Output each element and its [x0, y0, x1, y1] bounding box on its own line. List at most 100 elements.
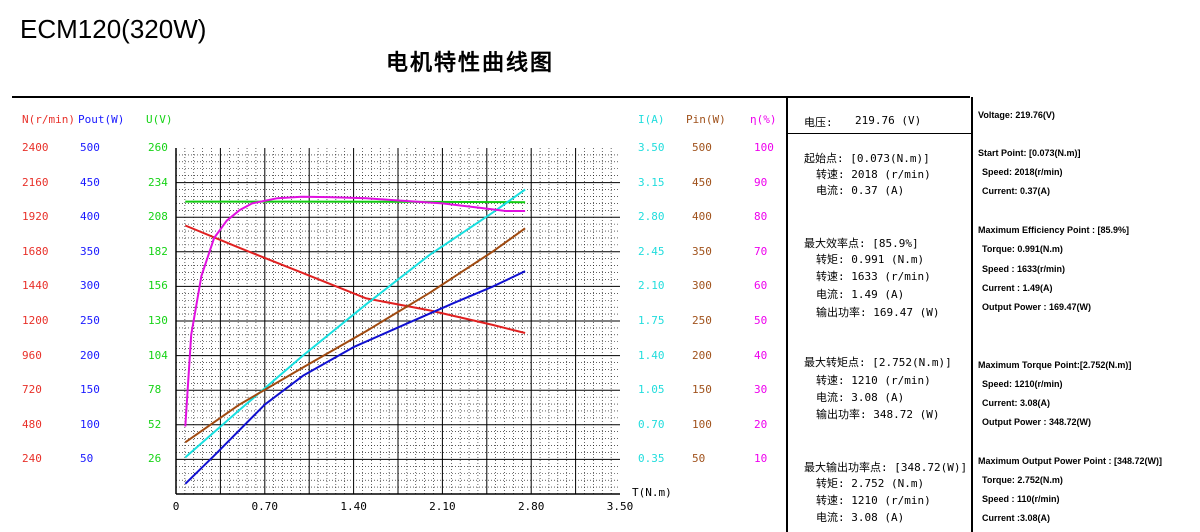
current-tick-label: 2.10	[638, 279, 665, 293]
eff-tick-label: 50	[754, 314, 768, 327]
voltage-tick-label: 182	[148, 244, 168, 258]
series-line-eff	[184, 195, 526, 427]
current-tick-label: 1.05	[638, 383, 665, 397]
max-eff-current: 电流: 1.49 (A)	[816, 288, 905, 301]
voltage-tick-label: 52	[148, 417, 162, 431]
speed-tick-label: 1680	[22, 244, 49, 258]
en-maxpower-title: Maximum Output Power Point : [348.72(W)]	[978, 456, 1163, 466]
eff-tick-label: 20	[754, 417, 768, 431]
eff-tick-label: 60	[754, 279, 768, 293]
max-eff-speed: 转速: 1633 (r/min)	[816, 270, 931, 283]
series-line-current	[184, 188, 526, 459]
x-tick-label: 0	[173, 500, 180, 513]
speed-tick-label: 1920	[22, 210, 49, 224]
start-point-title: 起始点: [0.073(N.m)]	[804, 152, 930, 165]
pin-tick-label: 350	[692, 244, 712, 258]
max-torque-title: 最大转矩点: [2.752(N.m)]	[804, 356, 952, 369]
max-power-current: 电流: 3.08 (A)	[816, 511, 905, 524]
pout-tick-label: 400	[80, 210, 100, 224]
current-axis-label: I(A)	[638, 113, 665, 126]
voltage-divider	[788, 133, 971, 134]
start-point-current: 电流: 0.37 (A)	[816, 184, 905, 197]
voltage-label: 电压:	[804, 116, 833, 129]
pin-tick-label: 400	[692, 210, 712, 224]
panel-divider-left	[786, 97, 788, 532]
pout-tick-label: 450	[80, 175, 100, 189]
pin-tick-label: 450	[692, 175, 712, 189]
current-tick-label: 3.50	[638, 141, 665, 154]
max-eff-torque: 转矩: 0.991 (N.m)	[816, 253, 925, 266]
en-start-speed: Speed: 2018(r/min)	[982, 167, 1063, 177]
speed-tick-label: 960	[22, 348, 42, 362]
eff-tick-label: 80	[754, 210, 768, 224]
en-maxtorque-speed: Speed: 1210(r/min)	[982, 379, 1063, 389]
x-tick-label: 2.80	[518, 500, 545, 513]
voltage-tick-label: 78	[148, 383, 162, 397]
eff-tick-label: 70	[754, 244, 768, 258]
eff-axis-label: η(%)	[750, 113, 777, 126]
series-line-pout	[184, 270, 526, 485]
eff-tick-label: 40	[754, 348, 768, 362]
characteristic-chart: 0 0.70 1.40 2.10 2.80 3.50T(N.m)	[173, 148, 672, 513]
pin-tick-label: 300	[692, 279, 712, 293]
series-line-pin	[184, 227, 526, 444]
current-tick-label: 0.70	[638, 417, 665, 431]
en-maxeff-power: Output Power : 169.47(W)	[982, 302, 1092, 312]
en-maxtorque-power: Output Power : 348.72(W)	[982, 417, 1092, 427]
start-point-speed: 转速: 2018 (r/min)	[816, 168, 931, 181]
header-divider	[12, 96, 970, 98]
chart-title: 电机特性曲线图	[386, 51, 555, 76]
en-maxpower-torque: Torque: 2.752(N.m)	[982, 475, 1063, 485]
en-start-current: Current: 0.37(A)	[982, 186, 1051, 196]
x-tick-label: 1.40	[340, 500, 367, 513]
en-maxpower-speed: Speed : 110(r/min)	[982, 494, 1060, 504]
current-tick-label: 1.75	[638, 314, 665, 327]
speed-tick-label: 480	[22, 417, 42, 431]
series-line-voltage	[185, 200, 526, 204]
voltage-tick-label: 260	[148, 141, 168, 154]
speed-tick-label: 240	[22, 452, 42, 466]
pin-tick-label: 500	[692, 141, 712, 154]
current-tick-label: 2.45	[638, 244, 665, 258]
max-torque-current: 电流: 3.08 (A)	[816, 391, 905, 404]
pout-tick-label: 500	[80, 141, 100, 154]
max-torque-power: 输出功率: 348.72 (W)	[816, 408, 940, 421]
pout-tick-label: 100	[80, 417, 100, 431]
speed-tick-label: 2160	[22, 175, 49, 189]
eff-tick-label: 10	[754, 452, 768, 466]
voltage-value: 219.76 (V)	[855, 114, 922, 127]
pout-tick-label: 200	[80, 348, 100, 362]
pin-axis-label: Pin(W)	[686, 113, 726, 126]
en-maxeff-current: Current : 1.49(A)	[982, 283, 1053, 293]
voltage-tick-label: 234	[148, 175, 168, 189]
x-tick-label: 2.10	[429, 500, 456, 513]
pout-tick-label: 250	[80, 314, 100, 327]
speed-tick-label: 1440	[22, 279, 49, 293]
voltage-tick-label: 130	[148, 314, 168, 327]
en-maxeff-speed: Speed : 1633(r/min)	[982, 264, 1066, 274]
voltage-tick-label: 26	[148, 452, 162, 466]
max-power-title: 最大输出功率点: [348.72(W)]	[804, 461, 968, 474]
pin-tick-label: 200	[692, 348, 712, 362]
x-tick-label: 3.50	[607, 500, 634, 513]
pout-tick-label: 300	[80, 279, 100, 293]
current-tick-label: 3.15	[638, 175, 665, 189]
pin-tick-label: 250	[692, 314, 712, 327]
en-maxtorque-current: Current: 3.08(A)	[982, 398, 1051, 408]
en-maxeff-torque: Torque: 0.991(N.m)	[982, 244, 1063, 254]
pout-tick-label: 350	[80, 244, 100, 258]
max-power-torque: 转矩: 2.752 (N.m)	[816, 477, 925, 490]
pin-tick-label: 100	[692, 417, 712, 431]
model-title: ECM120(320W)	[20, 14, 207, 44]
series-line-speed	[184, 224, 526, 334]
speed-tick-label: 720	[22, 383, 42, 397]
panel-divider-right	[971, 97, 973, 532]
voltage-tick-label: 104	[148, 348, 168, 362]
en-start-title: Start Point: [0.073(N.m)]	[978, 148, 1081, 158]
voltage-axis-label: U(V)	[146, 113, 173, 126]
eff-tick-label: 30	[754, 383, 768, 397]
speed-axis-label: N(r/min)	[22, 113, 75, 126]
pout-tick-label: 50	[80, 452, 94, 466]
x-axis-title: T(N.m)	[632, 486, 672, 499]
pout-tick-label: 150	[80, 383, 100, 397]
